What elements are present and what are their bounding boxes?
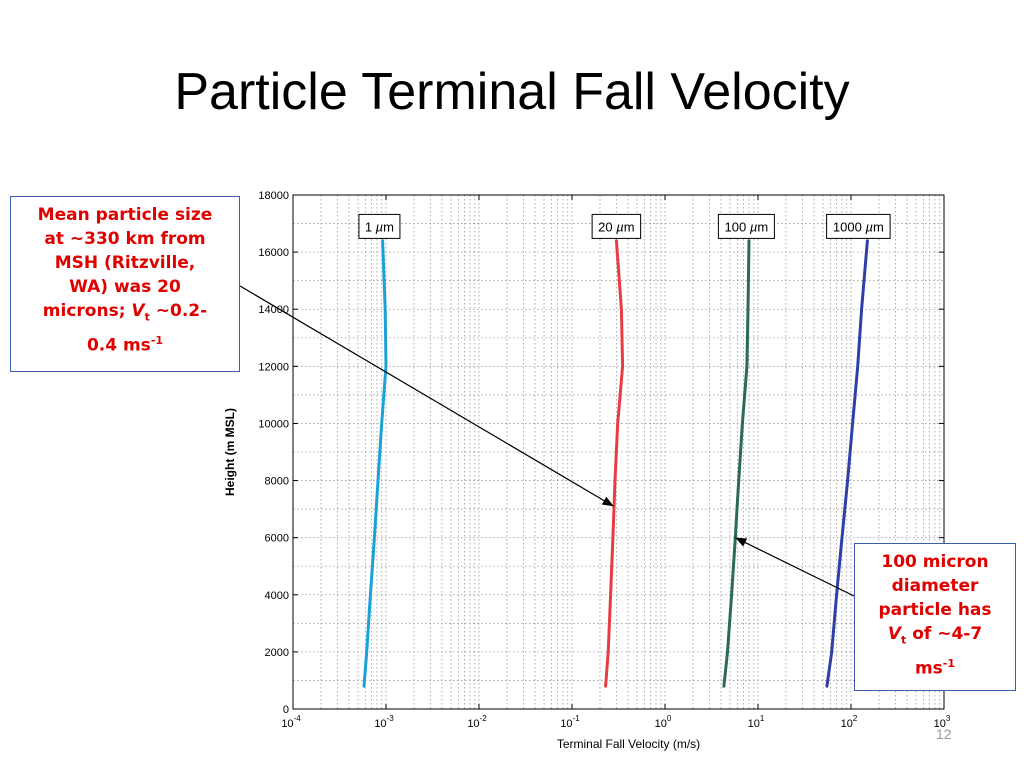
- y-tick-label: 16000: [258, 247, 289, 259]
- callout-line: Vt of ~4-7: [855, 622, 1015, 652]
- callout-100-micron: 100 micron diameter particle has Vt of ~…: [854, 543, 1016, 691]
- series-label-box: [717, 213, 775, 239]
- unit-superscript: -1: [150, 334, 164, 348]
- callout-line: Mean particle size: [37, 205, 213, 225]
- callout-text: 0.4 ms: [86, 336, 151, 357]
- series-label: 1000 µm: [833, 219, 884, 234]
- callout-line: at ~330 km from: [44, 229, 206, 249]
- callout-line: MSH (Ritzville,: [54, 253, 196, 273]
- series-label: 100 µm: [725, 219, 769, 234]
- series-label-box: [591, 213, 642, 239]
- series-line: [825, 239, 869, 688]
- arrow-line: [239, 285, 614, 507]
- series-lines: [362, 239, 869, 688]
- series-label-box: [826, 213, 891, 239]
- vt-subscript: t: [901, 633, 907, 647]
- vt-subscript: t: [144, 310, 150, 324]
- x-tick-label: 101: [748, 714, 765, 730]
- x-tick-label: 10-3: [374, 714, 394, 730]
- y-tick-label: 2000: [265, 647, 289, 659]
- callout-line: particle has: [878, 600, 992, 620]
- callout-text: of ~4-7: [906, 624, 983, 644]
- y-tick-label: 8000: [265, 476, 289, 488]
- x-tick-label: 10-2: [467, 714, 487, 730]
- callout-text: ms: [914, 659, 943, 680]
- x-axis-label: Terminal Fall Velocity (m/s): [557, 737, 700, 751]
- series-label: 20 µm: [598, 219, 634, 234]
- series-line: [362, 239, 388, 688]
- callout-line: microns; Vt ~0.2-: [11, 299, 239, 329]
- callout-text: microns;: [42, 301, 132, 321]
- callout-line: 100 micron: [881, 552, 989, 572]
- x-tick-label: 103: [934, 714, 951, 730]
- arrow-head: [601, 496, 614, 507]
- vt-symbol: V: [887, 624, 902, 644]
- series-label-boxes: 1 µm 20 µm 100 µm 1000 µm: [358, 213, 891, 239]
- x-tick-label: 10-4: [281, 714, 301, 730]
- callout-line: ms-1: [855, 652, 1015, 681]
- plot-frame: [292, 194, 945, 710]
- callout-arrows: [239, 285, 855, 597]
- unit-superscript: -1: [942, 657, 956, 671]
- y-tick-label: 0: [283, 704, 289, 716]
- y-tick-label: 12000: [258, 361, 289, 373]
- series-label-box: [358, 213, 401, 239]
- series-line: [604, 239, 625, 688]
- y-axis-label: Height (m MSL): [223, 408, 237, 496]
- series-label: 1 µm: [365, 219, 394, 234]
- callout-line: 0.4 ms-1: [11, 329, 239, 358]
- callout-line: diameter: [891, 576, 979, 596]
- x-tick-label: 10-1: [560, 714, 580, 730]
- y-tick-label: 18000: [258, 190, 289, 202]
- callout-mean-particle-size: Mean particle size at ~330 km from MSH (…: [10, 196, 240, 372]
- y-tick-label: 14000: [258, 304, 289, 316]
- series-line: [722, 239, 751, 688]
- axis-ticks: 0 2000 4000 6000 8000 10000 12000 14000 16000 180…: [258, 190, 950, 730]
- arrow-line: [735, 537, 855, 597]
- slide-number: 12: [936, 726, 952, 742]
- y-tick-label: 10000: [258, 418, 289, 430]
- x-tick-label: 102: [841, 714, 858, 730]
- y-tick-label: 4000: [265, 590, 289, 602]
- callout-line: WA) was 20: [69, 277, 181, 297]
- arrow-head: [735, 537, 748, 547]
- vt-symbol: V: [131, 301, 145, 321]
- y-tick-label: 6000: [265, 533, 289, 545]
- slide-title: Particle Terminal Fall Velocity: [174, 63, 850, 121]
- callout-text: ~0.2-: [149, 301, 208, 321]
- x-tick-label: 100: [655, 714, 672, 730]
- chart-grid: [292, 195, 944, 709]
